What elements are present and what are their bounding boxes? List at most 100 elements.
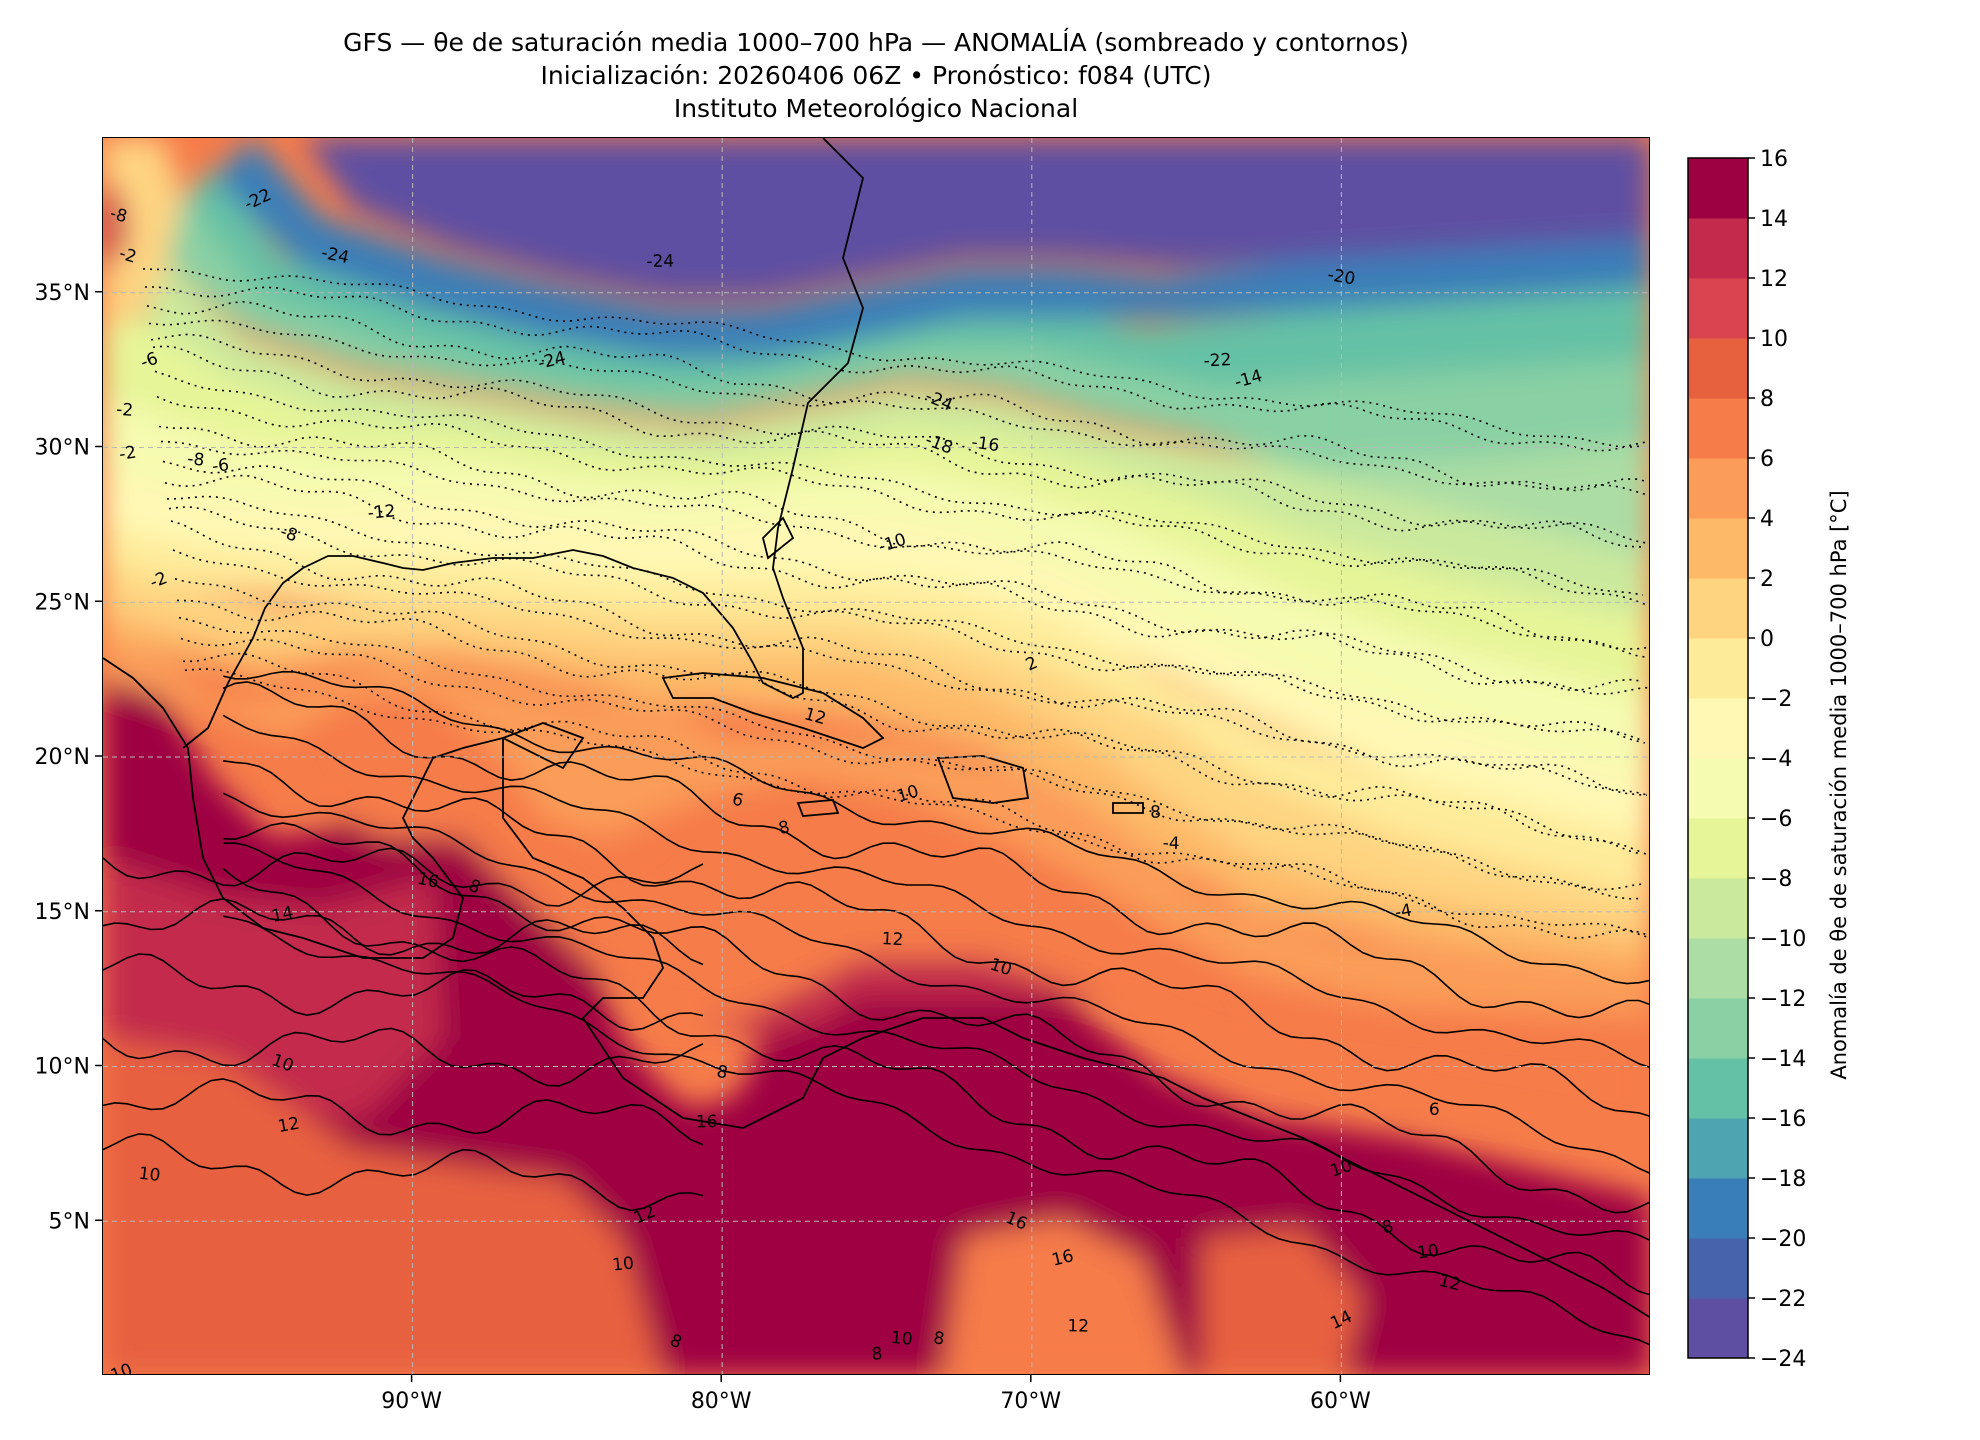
field-band-10-guiana: [1203, 1228, 1363, 1374]
colorbar-tick-label-0: 16: [1760, 147, 1788, 172]
field-band-m24: [303, 138, 1649, 298]
contour-label: 8: [932, 1328, 946, 1349]
contour-label: -8: [277, 522, 300, 546]
contour-label: 8: [1380, 1216, 1396, 1238]
field-band-m20: [213, 138, 1649, 358]
contour-label: -8: [108, 204, 130, 228]
colorbar-segment-14: [1688, 458, 1748, 519]
coast-gulf-usa: [182, 138, 864, 749]
colorbar-segment-8: [1688, 818, 1748, 879]
field-band-6: [103, 638, 1649, 1018]
y-tick-label-2: 25°N: [35, 590, 90, 615]
coast-northern-sa: [1252, 1117, 1649, 1318]
contour-label: -2: [117, 244, 139, 268]
y-tick-label-1: 30°N: [35, 436, 90, 461]
anomaly-field: [103, 138, 1649, 1374]
map-title: GFS — θe de saturación media 1000–700 hP…: [343, 28, 1409, 57]
map-panel[interactable]: -22 -24 -24 -24 -24 -20 -22 -14 -18 -16 -12 -10 -8 -8…: [102, 137, 1650, 1375]
colorbar-tick-label-16: −16: [1760, 1107, 1806, 1132]
field-warm-corner: [103, 138, 183, 328]
contour-negative-12: [166, 495, 1644, 742]
contour-negative-13: [168, 506, 1646, 744]
coast-hispaniola: [936, 755, 1030, 804]
map-subtitle-institute: Instituto Meteorológico Nacional: [673, 94, 1079, 123]
colorbar-tick-label-2: 12: [1760, 267, 1788, 292]
field-hot-corner: [103, 178, 128, 268]
colorbar-segment-7: [1688, 878, 1748, 939]
field-band-8: [273, 698, 1649, 1138]
coast-puerto-rico: [1112, 802, 1144, 814]
contour-pacific-5: [103, 1133, 704, 1212]
field-band-m4: [103, 398, 1649, 778]
contour-label: 10: [890, 1328, 913, 1350]
colorbar-tick-label-20: −24: [1760, 1347, 1806, 1372]
field-band-4: [103, 598, 1649, 968]
contour-negative-8: [158, 425, 1648, 659]
y-axis: 35°N 30°N 25°N 20°N 15°N 10°N 5°N: [35, 281, 102, 1234]
contour-label: -20: [1326, 265, 1357, 290]
contour-label: -8: [186, 449, 205, 471]
contour-label: 8: [871, 1344, 883, 1365]
coast-yucatan: [500, 722, 585, 770]
field-band-8-andes: [943, 1218, 1183, 1374]
contour-negative-5: [152, 345, 1642, 548]
colorbar-tick-label-1: 14: [1760, 207, 1788, 232]
coast-cuba: [661, 672, 885, 749]
colorbar-segment-9: [1688, 758, 1748, 819]
contour-label: 16: [696, 1112, 718, 1132]
contour-positive-6: [222, 842, 1649, 1241]
contour-negative-15: [172, 549, 1649, 797]
contour-label: -24: [646, 252, 674, 272]
map-canvas[interactable]: -22-24 -24-24-24-20-22-14-18 -16-12-10-8-8…: [103, 138, 1650, 1375]
colorbar-segment-2: [1688, 1178, 1748, 1239]
contour-label: 8: [777, 817, 792, 839]
contour-negative-2: [146, 300, 1648, 492]
x-tick-label-1: 80°W: [691, 1389, 752, 1414]
contour-label: 6: [730, 789, 745, 811]
colorbar-segment-13: [1688, 518, 1748, 579]
contour-label: 8: [715, 1062, 729, 1084]
contour-label: -6: [211, 455, 230, 477]
colorbar-tick-label-5: 6: [1760, 447, 1774, 472]
colorbar-tick-label-4: 8: [1760, 387, 1774, 412]
colorbar-tick-label-15: −14: [1760, 1047, 1806, 1072]
contour-label: 6: [1429, 1100, 1440, 1120]
title-block: GFS — θe de saturación media 1000–700 hP…: [102, 26, 1650, 125]
contour-positive-1: [222, 681, 1649, 1019]
x-tick-label-2: 70°W: [1000, 1389, 1061, 1414]
contour-negative-17: [176, 599, 1642, 855]
colorbar-segment-11: [1688, 638, 1748, 699]
colorbar-segment-3: [1688, 1118, 1748, 1179]
graticule: [103, 138, 1649, 1374]
contour-positive-3: [222, 760, 1649, 1117]
contour-negative-20: [183, 652, 1648, 940]
contour-label: -6: [138, 349, 161, 374]
contour-label: -2: [116, 400, 134, 421]
contour-negative-0: [142, 268, 1644, 448]
field-band-16-sa: [643, 958, 1649, 1374]
colorbar-segment-19: [1688, 158, 1748, 219]
field-band-2: [103, 558, 1649, 938]
contour-label: 12: [881, 929, 904, 950]
contour-labels: -22-24 -24-24-24-20-22-14-18 -16-12-10-8-8…: [108, 185, 1463, 1374]
colorbar-segment-15: [1688, 398, 1748, 459]
colorbar-label: Anomalía de θe de saturación media 1000–…: [1827, 490, 1851, 1079]
contour-pacific-1: [103, 898, 704, 966]
colorbar-segment-6: [1688, 938, 1748, 999]
colorbar-segment-0: [1688, 1298, 1748, 1359]
contour-positive-7: [222, 867, 1649, 1296]
colorbar-tick-label-17: −18: [1760, 1167, 1806, 1192]
contour-label: 10: [1416, 1241, 1440, 1264]
y-tick-label-0: 35°N: [35, 281, 90, 306]
contour-label: -4: [1162, 833, 1180, 854]
colorbar-segment-1: [1688, 1238, 1748, 1299]
colorbar-tick-label-12: −8: [1760, 867, 1792, 892]
contour-label: -2: [118, 442, 138, 464]
contour-label: -4: [1393, 900, 1413, 923]
y-tick-label-6: 5°N: [49, 1209, 90, 1234]
contour-label: 8: [1150, 803, 1162, 823]
field-band-0: [103, 518, 1649, 898]
field-band-m14: [163, 198, 1649, 468]
y-tick-label-5: 10°N: [35, 1055, 90, 1080]
colorbar-segment-4: [1688, 1058, 1748, 1119]
